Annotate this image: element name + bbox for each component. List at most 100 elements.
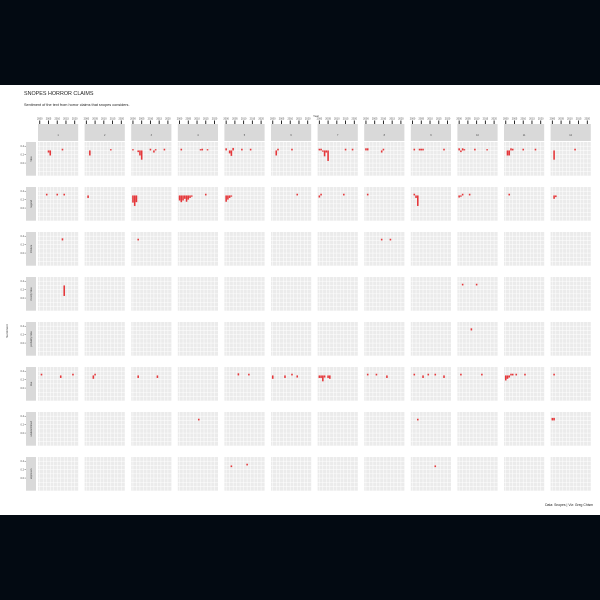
y-tick-label: 0.4 [21,280,25,283]
bar [322,150,324,152]
bar [228,195,231,198]
x-tick-label: 2005 [279,118,285,121]
bar [511,148,514,151]
chart-svg: SNOPES HORROR CLAIMS Sentiment of the te… [5,91,593,507]
x-tick-label: 2010 [381,118,387,121]
bar [59,375,62,378]
chart-title: SNOPES HORROR CLAIMS [24,91,94,97]
column-strip-label: 6 [290,134,292,137]
y-tick-label: 0.0 [21,342,25,345]
x-tick-label: 2010 [567,118,573,121]
bar [61,238,64,241]
y-axis-title: Sentiment [5,324,9,338]
column-strip-label: 2 [104,134,106,137]
bar [248,373,250,376]
bar [522,148,525,151]
row-strip-label: mixture [30,244,33,253]
bar [380,238,383,241]
column-strip-label: 11 [523,134,526,137]
bar [291,373,293,376]
bar [510,148,512,151]
x-tick-label: 2000 [130,118,136,121]
chart-figure: SNOPES HORROR CLAIMS Sentiment of the te… [0,85,600,515]
x-tick-label: 2010 [520,118,526,121]
x-tick-label: 2000 [84,118,90,121]
bar [184,195,186,199]
row-strip-probably-false [26,322,36,356]
bar [389,238,392,241]
x-tick-label: 2010 [474,118,480,121]
y-tick-label: 0.0 [21,387,25,390]
x-tick-label: 2020 [398,118,404,121]
bar [206,149,209,151]
bar [132,195,134,203]
bar [460,195,462,197]
bar [415,195,417,198]
x-tick-label: 2015 [250,118,256,121]
bar [413,193,416,196]
bar [375,373,378,376]
x-tick-label: 2010 [287,118,293,121]
x-tick-label: 2010 [54,118,60,121]
column-strip-1 [38,124,79,141]
bar [534,148,537,151]
bar [463,149,466,151]
bar [460,373,462,376]
bar [475,283,478,286]
bar [225,148,227,151]
x-tick-label: 2005 [325,118,331,121]
row-strip-true [26,367,36,401]
bar [140,150,143,160]
bar [320,193,322,196]
column-strip-label: 5 [244,134,246,137]
bar [413,148,416,151]
y-tick-label: 0.4 [21,190,25,193]
bar [249,148,252,151]
bar [291,148,293,151]
y-tick-label: 0.4 [21,370,25,373]
bar [180,148,183,151]
bar [470,328,473,331]
bar [323,375,326,378]
row-strip-label: true [30,381,33,386]
bar [61,148,64,151]
bar [63,193,66,196]
bar [458,195,460,198]
x-tick-label: 2005 [558,118,564,121]
bar [344,148,347,151]
y-tick-label: 0.4 [21,235,25,238]
bar [132,149,134,151]
y-tick-label: 0.4 [21,460,25,463]
bar [230,150,233,156]
x-tick-label: 2005 [512,118,518,121]
bar [232,147,234,151]
bar [553,373,555,376]
bar [275,150,278,156]
bar [137,375,139,378]
bar [197,418,200,421]
column-strip-11 [504,124,545,141]
y-tick-label: 0.2 [21,154,25,157]
column-strip-2 [84,124,125,141]
bar [163,148,166,151]
row-strip-legend [26,187,36,221]
bar [241,148,243,151]
bar [320,148,322,151]
bar [135,195,138,203]
column-strip-9 [410,124,451,141]
bar [510,373,512,376]
bar [551,417,554,421]
bar [504,375,507,381]
bar [434,465,437,468]
x-tick-label: 2010 [241,118,247,121]
x-tick-label: 2000 [223,118,229,121]
bar [72,373,74,376]
y-tick-label: 0.2 [21,199,25,202]
bar [40,373,43,376]
bar [468,193,471,196]
bar [149,148,152,151]
bar [508,375,511,378]
x-tick-label: 2020 [352,118,358,121]
bar [246,463,248,466]
row-strip-mixture [26,232,36,266]
